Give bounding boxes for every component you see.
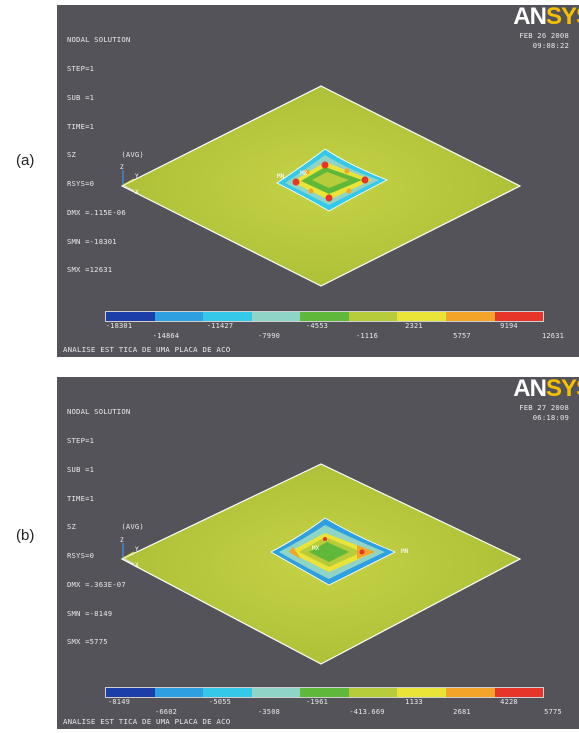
info-line: RSYS=0: [67, 179, 95, 189]
legend-tick: 5757: [453, 332, 471, 340]
info-line: TIME=1: [67, 493, 95, 503]
timestamp: FEB 26 2008 09:08:22: [519, 31, 569, 50]
legend-tick: -6602: [154, 708, 178, 716]
max-marker: MX: [312, 545, 320, 552]
info-line: SZ (AVG): [67, 522, 144, 532]
ansys-logo: ANSYS: [513, 5, 579, 30]
ansys-plot-panel-a: MN MX Z Y X NODAL SOLUTION STEP=1 SUB =1…: [57, 5, 579, 357]
solution-title: NODAL SOLUTION: [67, 407, 131, 417]
legend-swatch: [154, 312, 204, 321]
max-marker: MX: [300, 170, 308, 177]
legend-tick: -11427: [206, 322, 234, 330]
legend-swatch: [203, 312, 252, 321]
info-line: STEP=1: [67, 63, 95, 73]
min-marker: MN: [401, 548, 409, 555]
legend-swatch: [251, 688, 301, 697]
color-legend-bar: [105, 311, 544, 322]
legend-swatch: [300, 688, 349, 697]
info-line: SUB =1: [67, 92, 95, 102]
info-line: SMX =5775: [67, 637, 108, 647]
triad-x-label: X: [135, 562, 139, 569]
info-line: SMN =-8149: [67, 608, 113, 618]
legend-tick: -1961: [305, 698, 329, 706]
legend-tick: -413.669: [349, 708, 385, 716]
time-text: 06:18:09: [532, 412, 569, 422]
timestamp: FEB 27 2008 06:18:09: [519, 403, 569, 422]
plate-viewport-b: MN MX Z Y X: [120, 463, 522, 665]
legend-tick: -3508: [257, 708, 281, 716]
legend-swatch: [494, 688, 544, 697]
info-line: SZ (AVG): [67, 150, 144, 160]
solution-title: NODAL SOLUTION: [67, 35, 131, 45]
legend-tick: -18301: [105, 322, 133, 330]
legend-swatch: [251, 312, 301, 321]
legend-swatch: [106, 312, 155, 321]
legend-tick: -1116: [355, 332, 379, 340]
info-line: SMX =12631: [67, 265, 113, 275]
solution-info-block: NODAL SOLUTION STEP=1 SUB =1 TIME=1 SZ (…: [67, 16, 144, 294]
info-line: TIME=1: [67, 121, 95, 131]
info-line: SUB =1: [67, 464, 95, 474]
min-marker: MN: [277, 173, 285, 180]
triad-z-label: Z: [120, 164, 124, 171]
legend-tick: -5055: [208, 698, 232, 706]
legend-swatch: [445, 312, 495, 321]
triad-y-label: Y: [135, 173, 139, 180]
panel-label-a: (a): [16, 152, 35, 169]
legend-tick: 12631: [541, 332, 565, 340]
legend-swatch: [445, 688, 495, 697]
legend-swatch: [348, 688, 398, 697]
coordinate-triad: Z Y X: [120, 537, 139, 569]
date-text: FEB 26 2008: [519, 31, 569, 40]
plot-caption: ANALISE EST TICA DE UMA PLACA DE ACO: [63, 717, 231, 727]
time-text: 09:08:22: [532, 40, 569, 50]
legend-tick: -7990: [257, 332, 281, 340]
panel-label-b: (b): [16, 527, 35, 544]
info-line: STEP=1: [67, 435, 95, 445]
solution-info-block: NODAL SOLUTION STEP=1 SUB =1 TIME=1 SZ (…: [67, 388, 144, 666]
legend-tick: 2321: [405, 322, 423, 330]
info-line: DMX =.115E-06: [67, 207, 126, 217]
legend-swatch: [154, 688, 204, 697]
ansys-plot-panel-b: MN MX Z Y X NODAL SOLUTION STEP=1 SUB =1…: [57, 377, 579, 729]
triad-x-label: X: [135, 189, 139, 196]
legend-swatch: [397, 688, 446, 697]
plate-viewport-a: MN MX Z Y X: [120, 85, 522, 287]
legend-tick: 2681: [453, 708, 471, 716]
legend-tick: 1133: [405, 698, 423, 706]
info-line: SMN =-18301: [67, 236, 117, 246]
plot-caption: ANALISE EST TICA DE UMA PLACA DE ACO: [63, 345, 231, 355]
stress-contour-region: [276, 148, 388, 212]
coordinate-triad: Z Y X: [120, 164, 139, 196]
ansys-logo: ANSYS: [513, 377, 579, 402]
triad-z-label: Z: [120, 537, 124, 544]
legend-tick: -14864: [152, 332, 180, 340]
triad-y-label: Y: [135, 546, 139, 553]
legend-tick: 4228: [500, 698, 518, 706]
color-legend-bar: [105, 687, 544, 698]
legend-swatch: [397, 312, 446, 321]
legend-swatch: [300, 312, 349, 321]
legend-swatch: [494, 312, 544, 321]
info-line: RSYS=0: [67, 551, 95, 561]
stress-contour-region: [270, 517, 396, 586]
legend-swatch: [203, 688, 252, 697]
date-text: FEB 27 2008: [519, 403, 569, 412]
legend-swatch: [348, 312, 398, 321]
legend-tick: -8149: [107, 698, 131, 706]
legend-tick: 9194: [500, 322, 518, 330]
legend-tick: 5775: [544, 708, 562, 716]
info-line: DMX =.363E-07: [67, 579, 126, 589]
legend-swatch: [106, 688, 155, 697]
legend-tick: -4553: [305, 322, 329, 330]
